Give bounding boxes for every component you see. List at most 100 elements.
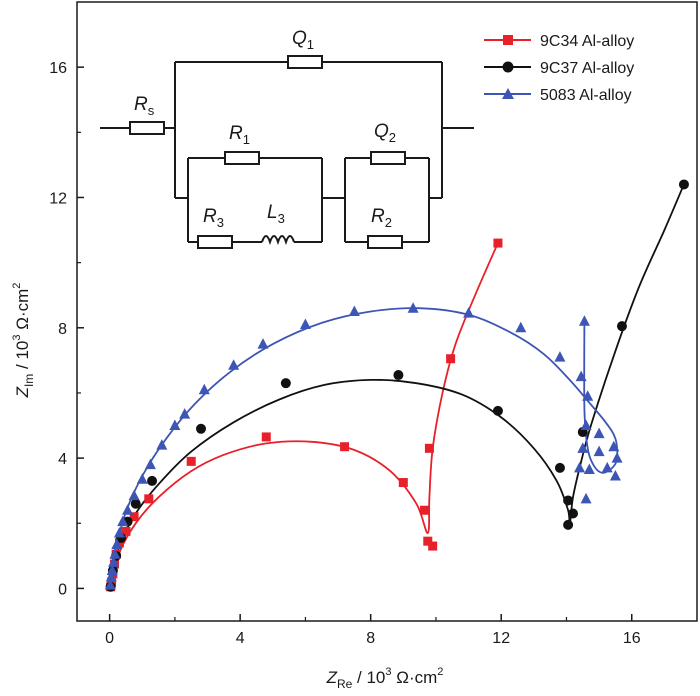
data-point-triangle bbox=[580, 492, 592, 504]
data-point-triangle bbox=[113, 527, 125, 538]
data-point-circle bbox=[568, 508, 578, 519]
data-point-triangle bbox=[515, 321, 527, 333]
data-point-triangle bbox=[554, 351, 566, 362]
label-r2: R2 bbox=[371, 206, 392, 230]
x-tick-label: 8 bbox=[366, 630, 375, 647]
data-point-square bbox=[129, 512, 139, 522]
legend: 9C34 Al-alloy 9C37 Al-alloy 5083 Al-allo… bbox=[484, 33, 634, 104]
data-point-triangle bbox=[108, 556, 120, 567]
data-point-triangle bbox=[105, 571, 117, 582]
data-point-square bbox=[114, 538, 124, 548]
data-point-triangle bbox=[582, 390, 594, 401]
data-point-triangle bbox=[574, 461, 586, 473]
legend-label-5083: 5083 Al-alloy bbox=[540, 87, 632, 104]
data-point-square bbox=[446, 354, 456, 364]
fit-curve-2 bbox=[108, 307, 619, 589]
data-point-triangle bbox=[407, 302, 419, 313]
data-point-triangle bbox=[348, 305, 360, 316]
fit-curves bbox=[108, 184, 685, 589]
data-markers bbox=[104, 179, 689, 592]
data-point-circle bbox=[554, 462, 565, 473]
data-point-triangle bbox=[463, 307, 475, 318]
legend-item-9c34: 9C34 Al-alloy bbox=[484, 33, 634, 50]
data-point-triangle bbox=[609, 470, 621, 481]
equivalent-circuit: Rs Q1 R1 Q2 R3 L3 R2 bbox=[100, 28, 474, 249]
data-point-square bbox=[144, 494, 154, 504]
data-point-circle bbox=[196, 423, 206, 434]
x-tick-label: 12 bbox=[492, 630, 510, 647]
legend-circle-marker bbox=[502, 61, 514, 73]
data-point-triangle bbox=[299, 318, 311, 330]
x-tick-label: 0 bbox=[105, 630, 114, 647]
data-point-triangle bbox=[575, 370, 587, 382]
data-point-triangle bbox=[228, 359, 240, 370]
resistor-r2 bbox=[367, 235, 403, 249]
data-point-circle bbox=[393, 370, 404, 381]
x-axis-label: ZRe / 103 Ω·cm2 bbox=[326, 666, 444, 691]
legend-label-9c34: 9C34 Al-alloy bbox=[540, 33, 634, 50]
data-point-circle bbox=[147, 475, 158, 486]
data-point-square bbox=[340, 442, 350, 452]
data-point-triangle bbox=[593, 445, 605, 457]
y-tick-label: 12 bbox=[49, 190, 67, 207]
data-point-triangle bbox=[144, 458, 156, 470]
plot-frame bbox=[76, 1, 698, 622]
x-tick-label: 16 bbox=[623, 630, 641, 647]
data-point-triangle bbox=[593, 427, 605, 439]
data-point-square bbox=[186, 456, 196, 466]
y-axis-label: ZIm / 103 Ω·cm2 bbox=[11, 283, 36, 399]
data-point-circle bbox=[492, 405, 503, 416]
y-tick-label: 4 bbox=[58, 451, 67, 468]
data-point-triangle bbox=[128, 489, 140, 501]
data-point-circle bbox=[678, 179, 689, 190]
cpe-q1 bbox=[287, 55, 323, 69]
axis-ticks: 0 4 8 12 16 0 4 8 12 16 bbox=[49, 60, 641, 647]
legend-label-9c37: 9C37 Al-alloy bbox=[540, 60, 634, 77]
data-point-triangle bbox=[580, 419, 592, 431]
data-point-triangle bbox=[611, 452, 623, 463]
legend-item-5083: 5083 Al-alloy bbox=[484, 87, 632, 104]
cpe-q2 bbox=[370, 151, 406, 165]
data-point-triangle bbox=[577, 442, 589, 453]
data-point-square bbox=[121, 526, 131, 536]
data-point-square bbox=[428, 541, 438, 551]
y-tick-label: 16 bbox=[49, 60, 67, 77]
label-rs: Rs bbox=[134, 94, 155, 118]
data-point-triangle bbox=[109, 548, 121, 559]
inductor-l3 bbox=[261, 235, 295, 246]
data-point-circle bbox=[563, 519, 574, 530]
legend-square-marker bbox=[503, 35, 513, 45]
data-point-triangle bbox=[601, 461, 613, 473]
y-tick-label: 8 bbox=[58, 321, 67, 338]
x-tick-label: 4 bbox=[236, 630, 245, 647]
legend-triangle-marker bbox=[502, 88, 514, 99]
label-r1: R1 bbox=[229, 123, 250, 147]
fit-curve-0 bbox=[108, 242, 499, 589]
data-point-triangle bbox=[583, 463, 595, 475]
data-point-triangle bbox=[156, 439, 168, 450]
y-tick-label: 0 bbox=[58, 581, 67, 598]
data-point-square bbox=[261, 432, 271, 442]
data-point-triangle bbox=[136, 473, 148, 484]
data-point-triangle bbox=[179, 408, 191, 419]
label-q1: Q1 bbox=[292, 28, 314, 52]
data-point-circle bbox=[280, 378, 291, 389]
data-point-triangle bbox=[104, 579, 116, 590]
data-point-square bbox=[424, 443, 434, 453]
data-point-triangle bbox=[578, 315, 590, 326]
resistor-rs bbox=[129, 121, 165, 135]
label-l3: L3 bbox=[267, 202, 285, 226]
legend-item-9c37: 9C37 Al-alloy bbox=[484, 60, 634, 77]
data-point-square bbox=[493, 238, 503, 248]
data-point-triangle bbox=[117, 515, 129, 527]
data-point-triangle bbox=[257, 338, 269, 349]
label-r3: R3 bbox=[203, 206, 224, 230]
data-point-triangle bbox=[111, 538, 123, 549]
resistor-r1 bbox=[224, 151, 260, 165]
data-point-triangle bbox=[608, 440, 620, 452]
label-q2: Q2 bbox=[374, 121, 396, 145]
data-point-square bbox=[420, 505, 430, 515]
data-point-triangle bbox=[122, 504, 134, 515]
fit-curve-1 bbox=[108, 184, 685, 589]
resistor-r3 bbox=[197, 235, 233, 249]
